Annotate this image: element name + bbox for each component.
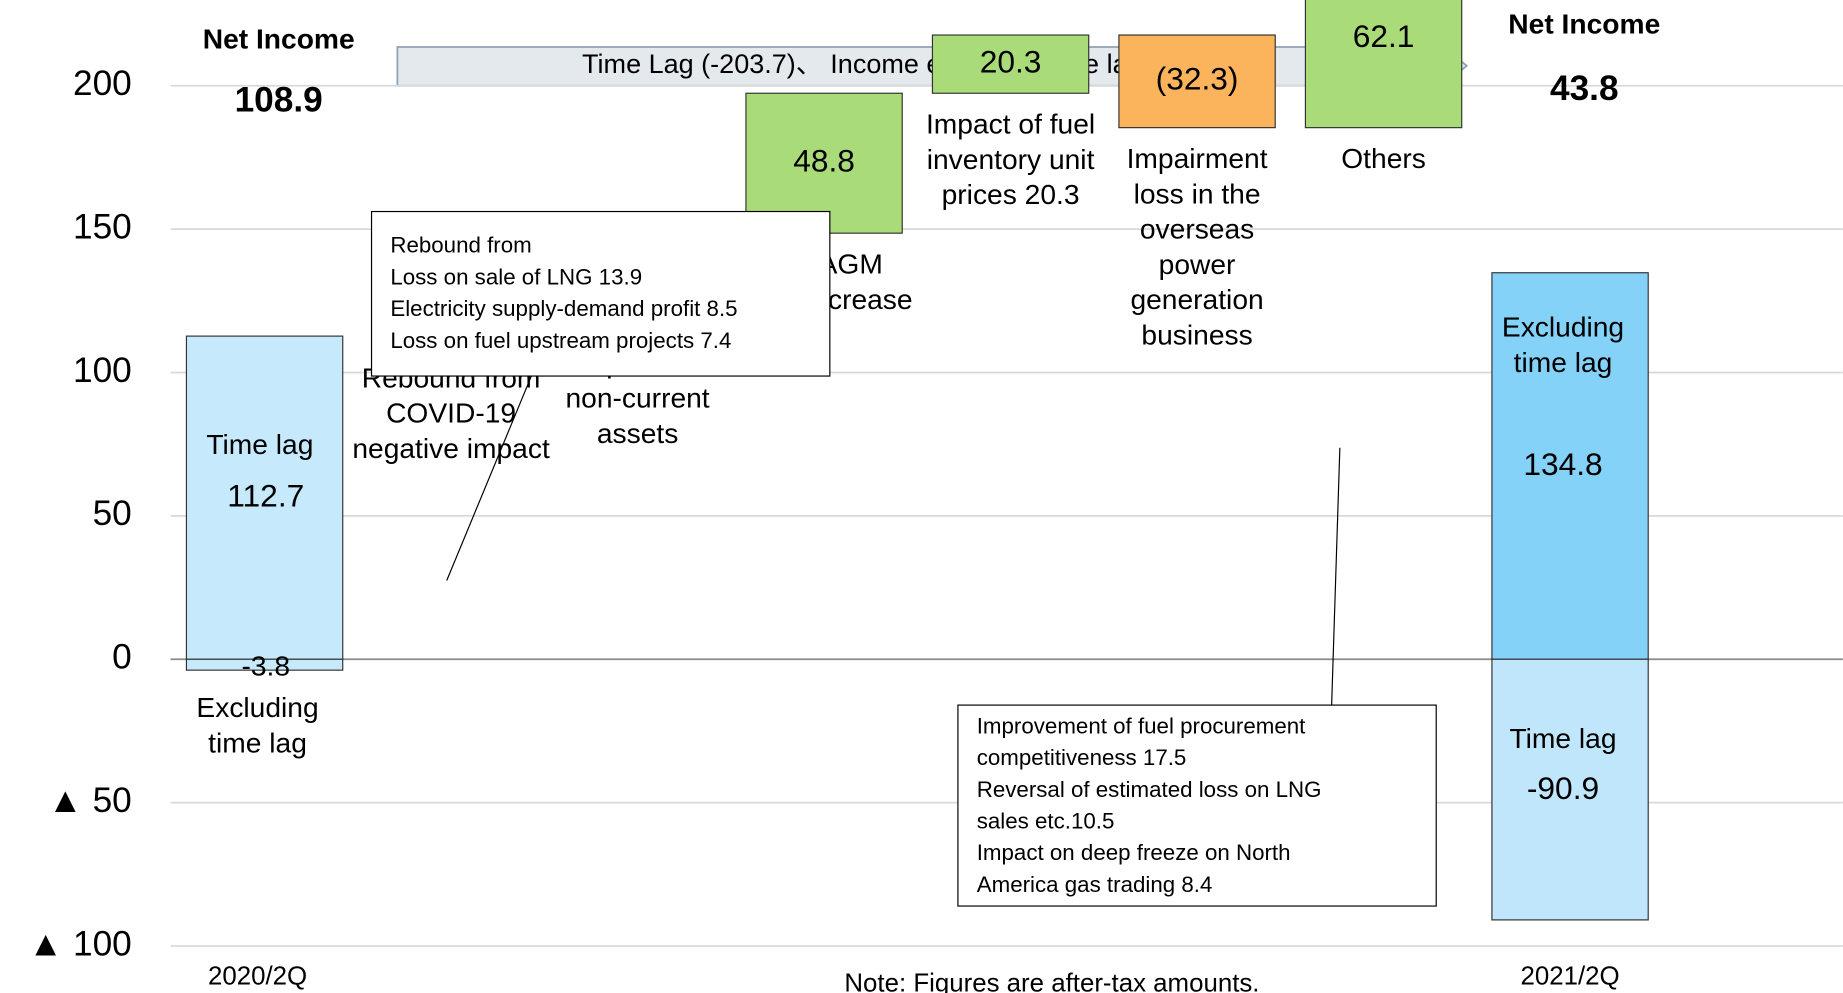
label: Impact on deep freeze on North (977, 840, 1291, 865)
label: time lag (208, 726, 307, 758)
label: Reversal of estimated loss on LNG (977, 777, 1322, 802)
label: Loss on fuel upstream projects 7.4 (390, 328, 731, 353)
value-label: 112.7 (227, 478, 304, 514)
label: competitiveness 17.5 (977, 745, 1187, 770)
label: inventory unit (927, 143, 1095, 175)
label: Excluding (196, 691, 318, 723)
label: generation (1130, 283, 1263, 315)
x-tick-label: 2021/2Q (1520, 963, 1619, 991)
label: America gas trading 8.4 (977, 872, 1213, 897)
y-tick-label: 50 (93, 494, 132, 533)
label: power (1159, 248, 1236, 280)
label: prices 20.3 (942, 178, 1080, 210)
step-bar (1304, 0, 1463, 129)
label: business (1141, 318, 1252, 350)
label: Time lag (206, 428, 313, 460)
value-label: -3.8 (241, 649, 290, 681)
y-tick-label: 150 (73, 207, 132, 246)
callout-connector (1331, 447, 1341, 706)
start-segment (185, 335, 344, 660)
total-value: 43.8 (1550, 69, 1619, 108)
label: sales etc.10.5 (977, 808, 1115, 833)
step-bar (931, 34, 1090, 94)
note: Note: Figures are after-tax amounts. (844, 970, 1259, 993)
label: assets (597, 417, 678, 449)
start-segment (185, 658, 344, 671)
total-label: Net Income (203, 23, 355, 55)
total-value: 108.9 (235, 81, 323, 120)
label: COVID-19 (386, 397, 516, 429)
value-label: 134.8 (1523, 446, 1602, 482)
y-tick-label: ▲ 50 (48, 781, 132, 820)
label: Others (1341, 142, 1426, 174)
end-segment (1491, 272, 1649, 660)
y-tick-label: 200 (73, 64, 132, 103)
x-tick-label: 2020/2Q (208, 963, 307, 991)
value-label: (32.3) (1156, 61, 1239, 97)
label: loss in the (1134, 177, 1261, 209)
label: overseas (1140, 213, 1254, 245)
label: non-current (566, 382, 710, 414)
step-bar (1118, 34, 1276, 129)
value-label: 62.1 (1353, 18, 1415, 54)
label: Loss on sale of LNG 13.9 (390, 264, 642, 289)
end-segment (1491, 658, 1649, 921)
total-label: Net Income (1508, 7, 1660, 39)
label: time lag (1514, 346, 1613, 378)
y-tick-label: 100 (73, 351, 132, 390)
y-tick-label: ▲ 100 (28, 924, 132, 963)
label: Time lag (1509, 722, 1616, 754)
label: Excluding (1502, 311, 1624, 343)
label: Electricity supply-demand profit 8.5 (390, 296, 737, 321)
value-label: 48.8 (793, 143, 855, 179)
y-tick-label: 0 (112, 638, 132, 677)
value-label: -90.9 (1527, 770, 1599, 806)
value-label: 20.3 (980, 44, 1042, 80)
label: Rebound from (390, 233, 531, 258)
callout-box (370, 210, 831, 377)
label: Impact of fuel (926, 108, 1095, 140)
label: Improvement of fuel procurement (977, 713, 1306, 738)
label: negative impact (352, 432, 550, 464)
callout-box (957, 704, 1437, 907)
step-bar (745, 92, 903, 234)
callout-connector (446, 375, 532, 581)
label: Impairment (1127, 142, 1268, 174)
